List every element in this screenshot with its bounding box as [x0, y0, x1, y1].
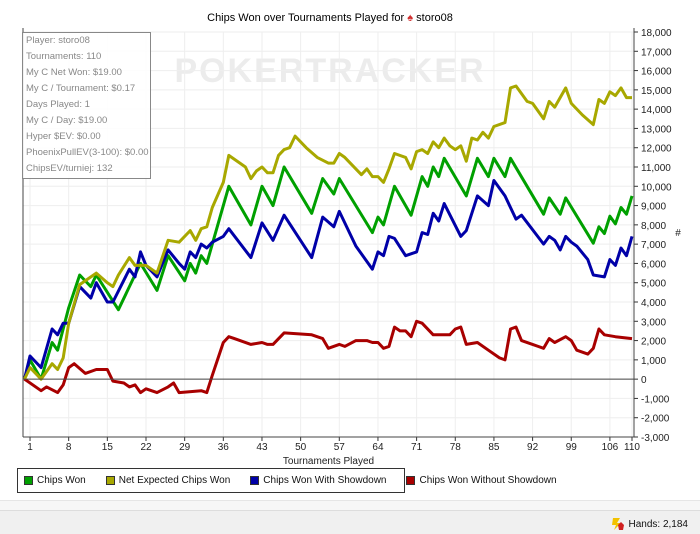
legend-swatch [24, 476, 33, 485]
series-line-chips-won [23, 156, 634, 381]
x-tick-label: 64 [372, 442, 384, 453]
legend-chips-won[interactable]: Chips Won [24, 475, 86, 486]
hands-icon [611, 518, 624, 530]
axes: -3,000 -2,000 -1,000 0 1,000 2,000 3,000 4,000 5… [22, 28, 681, 467]
series-lines [23, 84, 634, 395]
y-tick-label: 8,000 [641, 221, 666, 232]
y-tick-label: 11,000 [641, 163, 671, 174]
legend-with-showdown[interactable]: Chips Won With Showdown [250, 475, 386, 486]
stat-phoenix-pull-ev: PhoenixPullEV(3-100): $0.00 [26, 147, 149, 158]
y-tick-label: 3,000 [641, 317, 666, 328]
stat-chips-ev: ChipsEV/turniej: 132 [26, 163, 113, 174]
y-tick-label: 15,000 [641, 86, 672, 97]
y-tick-label: 4,000 [641, 298, 666, 309]
chart-legend: Chips Won Net Expected Chips Won Chips W… [17, 468, 557, 493]
stat-hyper-sev: Hyper $EV: $0.00 [26, 131, 101, 142]
y-tick-label: -3,000 [641, 433, 670, 444]
legend-label: Chips Won Without Showdown [419, 475, 557, 486]
divider [0, 500, 700, 511]
x-tick-label: 36 [218, 442, 230, 453]
y-axis-label: # [675, 228, 681, 239]
legend-swatch [406, 476, 416, 485]
y-tick-label: 9,000 [641, 202, 666, 213]
legend-net-expected[interactable]: Net Expected Chips Won [105, 475, 231, 486]
y-tick-label: 6,000 [641, 259, 666, 270]
x-tick-label: 110 [624, 442, 640, 453]
x-tick-label: 71 [411, 442, 423, 453]
x-tick-label: 85 [488, 442, 500, 453]
x-tick-label: 106 [602, 442, 619, 453]
series-line-chips-won-with-showdown [23, 179, 634, 380]
stat-days-played: Days Played: 1 [26, 99, 90, 110]
x-tick-label: 29 [179, 442, 191, 453]
x-tick-label: 22 [140, 442, 152, 453]
legend-swatch [105, 476, 115, 485]
status-bar: Hands: 2,184 [0, 510, 700, 534]
x-tick-label: 15 [102, 442, 114, 453]
x-tick-label: 92 [527, 442, 539, 453]
legend-without-showdown[interactable]: Chips Won Without Showdown [406, 475, 557, 486]
player-name: storo08 [416, 12, 453, 24]
series-line-net-expected-chips-won [23, 84, 632, 381]
y-tick-label: 16,000 [641, 67, 672, 78]
y-tick-label: 1,000 [641, 356, 666, 367]
legend-swatch [250, 476, 260, 485]
x-tick-label: 1 [27, 442, 33, 453]
stats-box: Player: storo08 Tournaments: 110 My C Ne… [22, 32, 151, 179]
y-tick-label: -1,000 [641, 394, 670, 405]
x-tick-label: 99 [566, 442, 578, 453]
y-tick-label: 5,000 [641, 279, 666, 290]
y-tick-label: 12,000 [641, 144, 672, 155]
x-tick-label: 57 [334, 442, 346, 453]
hands-label: Hands: 2,184 [628, 518, 689, 530]
x-tick-label: 50 [295, 442, 307, 453]
chart-title: Chips Won over Tournaments Played for ♠ … [207, 12, 453, 24]
y-tick-label: 2,000 [641, 337, 666, 348]
x-tick-label: 43 [256, 442, 268, 453]
hands-count: Hands: 2,184 [610, 517, 689, 531]
y-tick-label: 13,000 [641, 124, 672, 135]
y-tick-label: 14,000 [641, 105, 672, 116]
stat-player: Player: storo08 [26, 35, 90, 46]
x-axis-label: Tournaments Played [283, 456, 374, 467]
y-tick-label: 7,000 [641, 240, 666, 251]
y-tick-label: 17,000 [641, 47, 672, 58]
y-tick-label: 18,000 [641, 28, 672, 39]
legend-label: Chips Won [37, 475, 86, 486]
legend-label: Net Expected Chips Won [118, 475, 231, 486]
y-tick-label: 0 [641, 375, 647, 386]
stat-tournaments: Tournaments: 110 [26, 51, 102, 62]
spade-icon: ♠ [407, 12, 416, 24]
stat-per-tournament: My C / Tournament: $0.17 [26, 83, 136, 94]
series-line-chips-won-without-showdown [23, 319, 633, 395]
x-tick-label: 8 [66, 442, 72, 453]
stat-per-day: My C / Day: $19.00 [26, 115, 108, 126]
legend-label: Chips Won With Showdown [263, 475, 387, 486]
stat-net-won: My C Net Won: $19.00 [26, 67, 122, 78]
y-tick-label: 10,000 [641, 182, 672, 193]
x-tick-label: 78 [450, 442, 462, 453]
y-tick-label: -2,000 [641, 414, 670, 425]
